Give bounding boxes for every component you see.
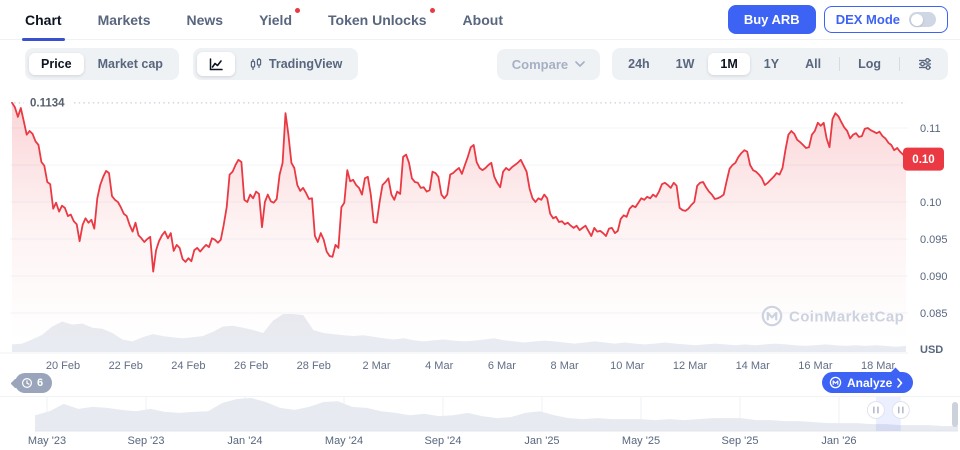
range-all-button[interactable]: All <box>793 53 833 76</box>
x-axis-label: 28 Feb <box>297 360 331 372</box>
history-count: 6 <box>37 377 44 389</box>
tab-news[interactable]: News <box>186 0 223 40</box>
price-tab[interactable]: Price <box>29 52 84 76</box>
y-axis-label: 0.10 <box>920 197 941 209</box>
tab-about[interactable]: About <box>463 0 503 40</box>
price-chart[interactable]: 0.1134 0.11 0.10 0.095 0.090 0.085 USD 0.10 Coin… <box>0 86 960 374</box>
analyze-button[interactable]: Analyze <box>822 372 914 393</box>
svg-text:0.10: 0.10 <box>912 154 934 166</box>
x-axis-label: 14 Mar <box>736 360 771 372</box>
navigator-tick-label: Sep '23 <box>128 435 165 447</box>
chart-toolbar-right: Compare 24h 1W 1M 1Y All Log <box>496 48 948 80</box>
x-axis-label: 6 Mar <box>488 360 516 372</box>
range-1m-button[interactable]: 1M <box>708 52 750 76</box>
y-axis-label: 0.095 <box>920 234 948 246</box>
range-navigator[interactable]: May '23 Sep '23 Jan '24 May '24 Sep '24 Jan '… <box>0 396 960 450</box>
tab-chart[interactable]: Chart <box>22 0 65 41</box>
x-axis-label: 4 Mar <box>425 360 453 372</box>
x-axis-label: 24 Feb <box>171 360 205 372</box>
y-axis-label: 0.090 <box>920 271 948 283</box>
chart-toolbar-left: Price Market cap Tr <box>25 48 359 80</box>
chevron-down-icon <box>575 61 585 67</box>
dex-mode-button[interactable]: DEX Mode <box>823 6 948 33</box>
line-chart-type-button[interactable] <box>196 52 235 76</box>
range-24h-button[interactable]: 24h <box>616 53 662 76</box>
price-marketcap-toggle: Price Market cap <box>25 48 179 80</box>
chevron-right-icon <box>897 377 903 388</box>
navigator-tick-label: May '23 <box>28 435 66 447</box>
tab-yield[interactable]: Yield <box>259 0 300 40</box>
header-actions: Buy ARB DEX Mode <box>727 5 948 34</box>
dex-mode-switch[interactable] <box>909 12 936 27</box>
separator <box>839 57 841 71</box>
x-axis-label: 16 Mar <box>798 360 833 372</box>
dex-mode-label: DEX Mode <box>835 12 900 27</box>
navigator-tick-label: Jan '26 <box>821 435 856 447</box>
tradingview-label: TradingView <box>268 56 343 71</box>
navigator-handle-left[interactable] <box>866 401 885 419</box>
log-scale-button[interactable]: Log <box>846 53 893 76</box>
x-axis-label: 20 Feb <box>46 360 80 372</box>
history-clock-icon <box>21 377 33 389</box>
tab-markets[interactable]: Markets <box>98 0 151 40</box>
history-annotations-pill[interactable]: 6 <box>15 373 53 393</box>
analyze-label: Analyze <box>847 375 893 390</box>
line-chart-icon <box>209 58 223 71</box>
chart-type-toggle: TradingView <box>192 48 359 80</box>
current-price-badge: 0.10 <box>903 147 944 171</box>
svg-text:CoinMarketCap: CoinMarketCap <box>789 309 904 326</box>
toggle-knob <box>910 13 923 26</box>
range-1y-button[interactable]: 1Y <box>752 53 791 76</box>
scrollbar-thumb[interactable] <box>952 402 958 427</box>
tab-token-unlocks[interactable]: Token Unlocks <box>328 0 435 40</box>
navigator-tick-label: May '25 <box>622 435 660 447</box>
page-tabs: Chart Markets News Yield Token Unlocks About <box>22 0 503 41</box>
x-axis-label: 10 Mar <box>610 360 645 372</box>
ath-price-label: 0.1134 <box>30 97 65 109</box>
range-1w-button[interactable]: 1W <box>664 53 707 76</box>
compare-button[interactable]: Compare <box>496 48 601 80</box>
navigator-tick-label: Jan '25 <box>524 435 559 447</box>
x-axis-label: 12 Mar <box>673 360 708 372</box>
market-cap-tab[interactable]: Market cap <box>86 53 175 76</box>
coinmarketcap-logo-icon <box>829 376 842 389</box>
coinmarketcap-watermark: CoinMarketCap <box>761 305 904 327</box>
separator <box>899 57 900 71</box>
new-badge-dot <box>295 7 300 13</box>
x-axis-label: 18 Mar <box>861 360 896 372</box>
chart-toolbar: Price Market cap Tr <box>0 48 960 80</box>
navigator-tick-label: May '24 <box>325 435 363 447</box>
tradingview-chart-type-button[interactable]: TradingView <box>237 52 354 76</box>
y-axis-label: 0.085 <box>920 308 948 320</box>
buy-arb-button[interactable]: Buy ARB <box>727 5 816 34</box>
new-badge-dot <box>429 7 435 13</box>
compare-label: Compare <box>511 56 569 72</box>
time-range-selector: 24h 1W 1M 1Y All Log <box>612 48 948 80</box>
y-axis-label: 0.11 <box>920 123 941 135</box>
navigator-tick-label: Sep '25 <box>722 435 759 447</box>
x-axis-label: 26 Feb <box>234 360 268 372</box>
tab-bar: Chart Markets News Yield Token Unlocks About … <box>0 0 960 41</box>
y-axis-unit-label: USD <box>920 344 943 356</box>
chart-settings-button[interactable] <box>906 52 944 76</box>
price-line <box>11 101 907 273</box>
x-axis-label: 22 Feb <box>109 360 143 372</box>
navigator-tick-label: Jan '24 <box>227 435 262 447</box>
x-axis-label: 8 Mar <box>551 360 579 372</box>
sliders-icon <box>919 58 931 70</box>
candlestick-icon <box>250 58 262 70</box>
navigator-handle-right[interactable] <box>891 401 910 419</box>
navigator-area <box>35 398 958 431</box>
navigator-tick-label: Sep '24 <box>425 435 462 447</box>
price-area-fill <box>12 102 906 352</box>
x-axis-label: 2 Mar <box>362 360 390 372</box>
